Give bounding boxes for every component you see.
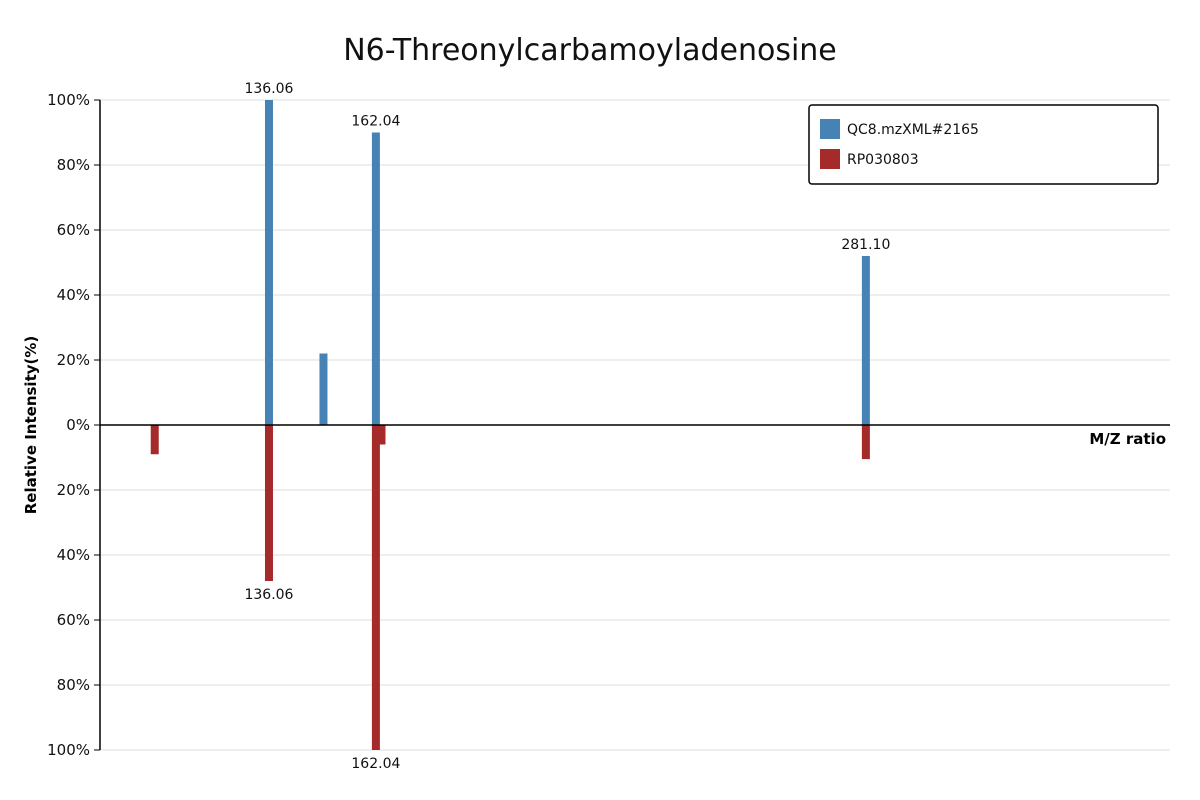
y-tick-label: 20% xyxy=(57,481,90,499)
peak-label: 162.04 xyxy=(351,756,400,772)
peak-label: 162.04 xyxy=(351,114,400,130)
y-tick-label: 60% xyxy=(57,221,90,239)
legend-label: QC8.mzXML#2165 xyxy=(847,122,979,138)
peak-labels: 136.06 162.04 281.10 136.06 162.04 xyxy=(244,81,890,772)
legend-box xyxy=(808,104,1159,185)
peak-bar xyxy=(377,425,386,445)
y-tick-label: 80% xyxy=(57,676,90,694)
y-tick-label: 40% xyxy=(57,286,90,304)
peak-bar xyxy=(371,425,380,750)
peak-bar xyxy=(319,353,328,425)
peak-bar xyxy=(264,425,273,581)
peak-bars xyxy=(150,100,870,750)
peak-bar xyxy=(371,132,380,425)
peak-label: 136.06 xyxy=(244,81,293,97)
y-tick-labels: 100% 80% 60% 40% 20% 0% 20% 40% 60% 80% 100% xyxy=(47,91,100,759)
y-tick-label: 0% xyxy=(66,416,90,434)
y-tick-label: 60% xyxy=(57,611,90,629)
peak-bar xyxy=(861,256,870,425)
y-tick-label: 20% xyxy=(57,351,90,369)
peak-label: 136.06 xyxy=(244,587,293,603)
legend-swatch xyxy=(820,119,840,139)
legend-label: RP030803 xyxy=(847,152,919,168)
peak-bar xyxy=(264,100,273,425)
legend-swatch xyxy=(820,149,840,169)
peak-bar xyxy=(861,425,870,460)
legend: QC8.mzXML#2165 RP030803 xyxy=(808,104,1159,185)
chart-title: N6-Threonylcarbamoyladenosine xyxy=(343,33,837,68)
peak-bar xyxy=(150,425,159,455)
y-tick-label: 80% xyxy=(57,156,90,174)
peak-label: 281.10 xyxy=(841,237,890,253)
y-axis-title: Relative Intensity(%) xyxy=(22,336,40,515)
axes xyxy=(99,100,1170,750)
y-tick-label: 100% xyxy=(47,91,90,109)
grid-lines xyxy=(100,99,1170,751)
x-axis-title: M/Z ratio xyxy=(1089,430,1166,448)
y-tick-label: 100% xyxy=(47,741,90,759)
y-tick-label: 40% xyxy=(57,546,90,564)
